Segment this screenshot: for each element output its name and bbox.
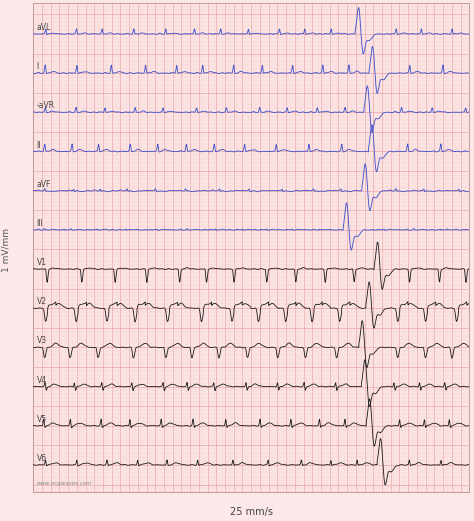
Text: V6: V6 bbox=[36, 454, 47, 463]
Text: 25 mm/s: 25 mm/s bbox=[230, 507, 273, 517]
Text: V5: V5 bbox=[36, 415, 47, 424]
Text: V4: V4 bbox=[36, 376, 47, 384]
Text: I: I bbox=[36, 62, 39, 71]
Text: 1 mV/mm: 1 mV/mm bbox=[1, 228, 10, 272]
Text: V1: V1 bbox=[36, 258, 46, 267]
Text: aVF: aVF bbox=[36, 180, 51, 189]
Text: V3: V3 bbox=[36, 337, 47, 345]
Text: V2: V2 bbox=[36, 297, 46, 306]
Text: aVL: aVL bbox=[36, 23, 51, 32]
Text: www.ecgwaves.com: www.ecgwaves.com bbox=[36, 481, 92, 487]
Text: -aVR: -aVR bbox=[36, 102, 55, 110]
Text: III: III bbox=[36, 219, 44, 228]
Text: II: II bbox=[36, 141, 41, 150]
